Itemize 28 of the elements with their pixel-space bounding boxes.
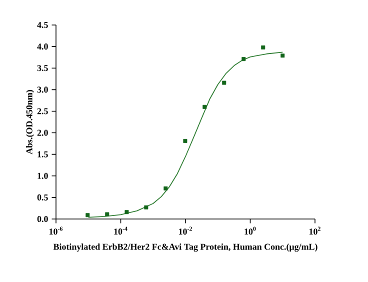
y-tick-label: 4.5	[37, 22, 48, 28]
y-tick-label: 1.0	[38, 172, 48, 179]
x-tick-label: 10$^{2}$	[309, 226, 320, 235]
point	[183, 138, 188, 143]
y-axis-title: Abs.(OD.450nm)	[26, 90, 34, 154]
point	[144, 205, 148, 210]
y-tick-label: 3.5	[37, 65, 48, 72]
y-tick-label: 1.5	[38, 151, 48, 158]
point	[105, 212, 110, 216]
x-tick-label: 10$^{-4}$	[114, 226, 128, 235]
x-tick-label: 10$^{-2}$	[178, 226, 192, 235]
x-axis-title: Biotinylated ErbB2/Her2 Fc&Avi Tag Protein, Human Conc.(μg/mL)	[53, 243, 318, 252]
point	[261, 45, 266, 50]
point	[86, 213, 90, 218]
y-tick-label: 2.5	[37, 108, 48, 114]
y-tick-label: 0.5	[37, 194, 48, 200]
point	[202, 104, 207, 109]
y-tick-label: 0.0	[37, 216, 48, 222]
x-tick-label: 10$^{-6}$	[49, 226, 63, 235]
x-tick-label: 10$^{0}$	[244, 226, 256, 235]
point	[124, 210, 129, 214]
point	[242, 57, 246, 62]
point	[164, 186, 168, 190]
point	[280, 54, 285, 58]
y-tick-label: 2.0	[37, 130, 48, 136]
point	[222, 80, 226, 85]
y-tick-label: 3.0	[37, 86, 48, 93]
y-tick-label: 4.0	[37, 44, 48, 50]
